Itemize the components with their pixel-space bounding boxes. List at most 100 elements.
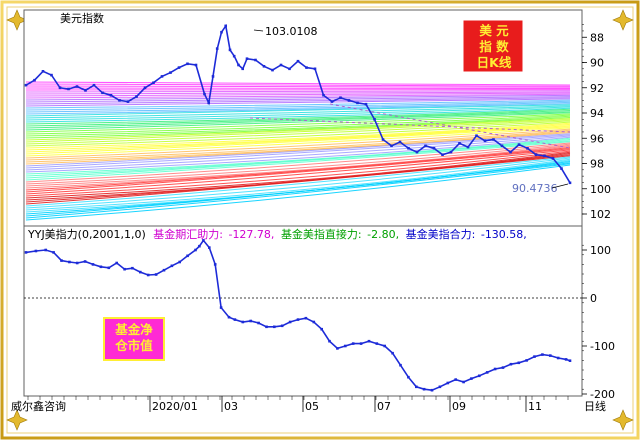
cone-band-line	[25, 122, 571, 149]
price-point	[84, 89, 87, 92]
price-point	[305, 66, 308, 69]
cone-band-line	[25, 151, 571, 199]
force-point	[525, 359, 528, 362]
force-point	[446, 381, 450, 385]
force-point	[280, 324, 284, 328]
cone-band-line	[25, 111, 571, 129]
price-point	[271, 68, 274, 72]
cone-band-line	[25, 92, 571, 97]
price-point	[322, 94, 325, 97]
force-point	[202, 239, 205, 242]
svg-text:基金净仓市值: 基金净仓市值	[114, 322, 153, 353]
cone-band-line	[25, 143, 571, 185]
top-y-tick-label: 100	[590, 183, 611, 196]
price-point	[466, 145, 470, 149]
guide-line-upper	[249, 117, 571, 133]
cone-band-line	[25, 136, 571, 173]
force-point	[454, 378, 457, 381]
cone-band-line	[25, 163, 571, 219]
force-point	[44, 248, 47, 252]
cone-band-line	[25, 135, 571, 171]
price-point	[551, 157, 555, 160]
top-y-axis: 102 100 98 96 94 92 90 88	[582, 24, 611, 221]
cone-band-line	[25, 118, 571, 141]
price-point	[500, 144, 504, 148]
cone-band-line	[25, 106, 571, 121]
force-point	[139, 270, 142, 274]
guide-line-lower	[329, 103, 571, 149]
price-point	[224, 24, 227, 28]
force-point	[375, 342, 379, 345]
cone-band-line	[25, 81, 571, 86]
force-point	[438, 385, 442, 389]
price-point	[526, 147, 529, 150]
price-point	[254, 58, 257, 62]
cone-band-line	[25, 99, 571, 109]
price-point	[228, 48, 232, 52]
cone-band-line	[25, 157, 571, 209]
cone-band-line	[25, 150, 571, 197]
force-point	[533, 355, 536, 358]
force-point	[328, 339, 331, 343]
force-point	[83, 260, 87, 263]
force-point	[336, 347, 339, 350]
price-point	[415, 150, 419, 154]
price-point	[364, 102, 368, 106]
price-point	[534, 153, 538, 156]
cone-band-line	[25, 149, 571, 195]
force-point	[265, 325, 268, 329]
force-point	[359, 342, 363, 345]
cone-band-line	[25, 144, 571, 187]
cone-band-line	[25, 155, 571, 205]
price-point	[245, 57, 249, 60]
force-point	[407, 375, 410, 379]
price-point	[177, 66, 181, 69]
force-point	[367, 339, 371, 343]
cone-band-line	[25, 113, 571, 133]
last-annotation-pointer	[551, 183, 569, 189]
price-point	[24, 83, 28, 87]
badge-top-line: 美 元	[479, 23, 509, 38]
force-point	[517, 361, 521, 365]
force-point	[178, 260, 181, 264]
legend-item2-value: -2.80,	[367, 228, 399, 241]
force-point	[213, 263, 217, 266]
cone-band-line	[25, 110, 571, 127]
cone-band-line	[25, 137, 571, 175]
cone-band-line	[25, 112, 571, 131]
force-point	[68, 260, 71, 264]
legend-item3-value: -130.58,	[481, 228, 527, 241]
force-point	[304, 316, 308, 320]
price-point	[330, 100, 334, 103]
force-point	[351, 342, 355, 345]
price-point	[288, 67, 291, 71]
legend-item3-label: 基金美指合力:	[406, 227, 476, 241]
cone-band-line	[25, 104, 571, 117]
legend-item2-label: 基金美指直接力:	[281, 227, 362, 241]
force-point	[99, 265, 103, 269]
force-point	[344, 344, 347, 348]
force-point	[556, 356, 560, 360]
cone-bands	[25, 81, 571, 221]
force-point	[399, 363, 402, 367]
price-point	[126, 100, 130, 103]
badge-bottom-line: 仓市值	[114, 338, 153, 353]
fund-force-markers	[24, 239, 572, 392]
force-point	[564, 358, 568, 361]
cone-band-line	[25, 117, 571, 139]
cone-band-line	[25, 126, 571, 155]
price-point	[279, 63, 283, 67]
price-point	[313, 67, 317, 71]
cone-band-line	[25, 142, 571, 183]
price-point	[407, 147, 410, 150]
price-point	[381, 138, 385, 141]
fund-net-position-badge: 基金净仓市值	[103, 317, 165, 361]
price-point	[237, 63, 240, 67]
cone-band-line	[25, 85, 571, 88]
cone-band-line	[25, 103, 571, 115]
force-point	[241, 320, 245, 324]
force-point	[249, 319, 252, 323]
price-point	[347, 99, 351, 102]
force-point	[146, 273, 150, 277]
force-point	[162, 268, 166, 272]
